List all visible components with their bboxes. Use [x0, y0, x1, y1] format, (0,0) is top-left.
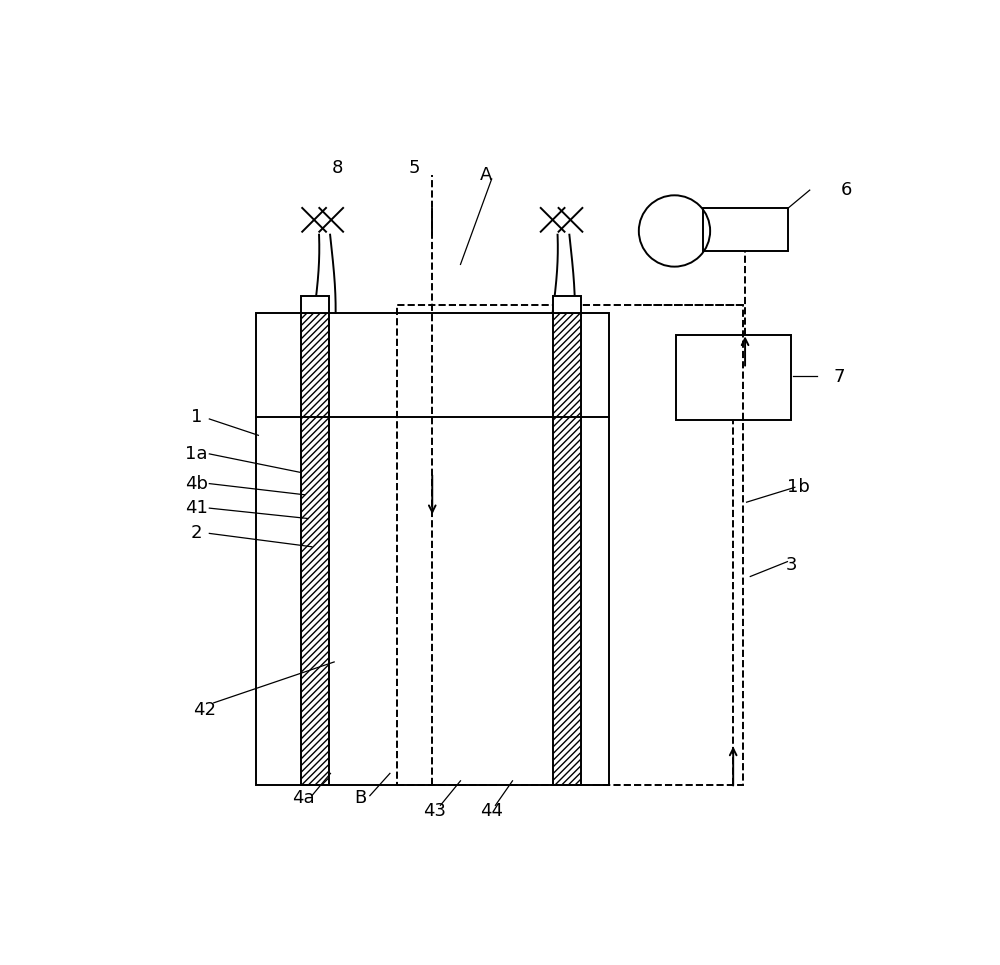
Text: 8: 8: [332, 159, 344, 177]
Bar: [703, 207, 788, 251]
Text: 41: 41: [185, 499, 208, 517]
Text: 4b: 4b: [185, 475, 208, 492]
Text: 1b: 1b: [787, 479, 810, 496]
Text: 42: 42: [193, 702, 216, 719]
Text: B: B: [354, 789, 366, 807]
Bar: [256, 313, 609, 785]
Text: 3: 3: [785, 557, 797, 574]
Bar: [553, 296, 581, 313]
Text: 1: 1: [191, 408, 202, 426]
Text: 7: 7: [834, 369, 845, 386]
Text: 43: 43: [423, 802, 446, 819]
Bar: [301, 313, 329, 785]
Bar: [397, 305, 743, 785]
Bar: [301, 296, 329, 313]
Text: 5: 5: [409, 159, 420, 177]
Bar: [676, 335, 791, 421]
Text: A: A: [480, 166, 493, 184]
Bar: [553, 313, 581, 785]
Text: 4a: 4a: [292, 789, 314, 807]
Text: 2: 2: [191, 524, 202, 542]
Text: 6: 6: [841, 181, 853, 199]
Text: 1a: 1a: [185, 445, 208, 463]
Text: 44: 44: [480, 802, 503, 819]
